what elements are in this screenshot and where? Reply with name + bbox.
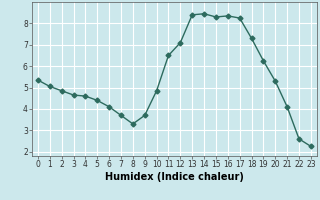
X-axis label: Humidex (Indice chaleur): Humidex (Indice chaleur) [105, 172, 244, 182]
